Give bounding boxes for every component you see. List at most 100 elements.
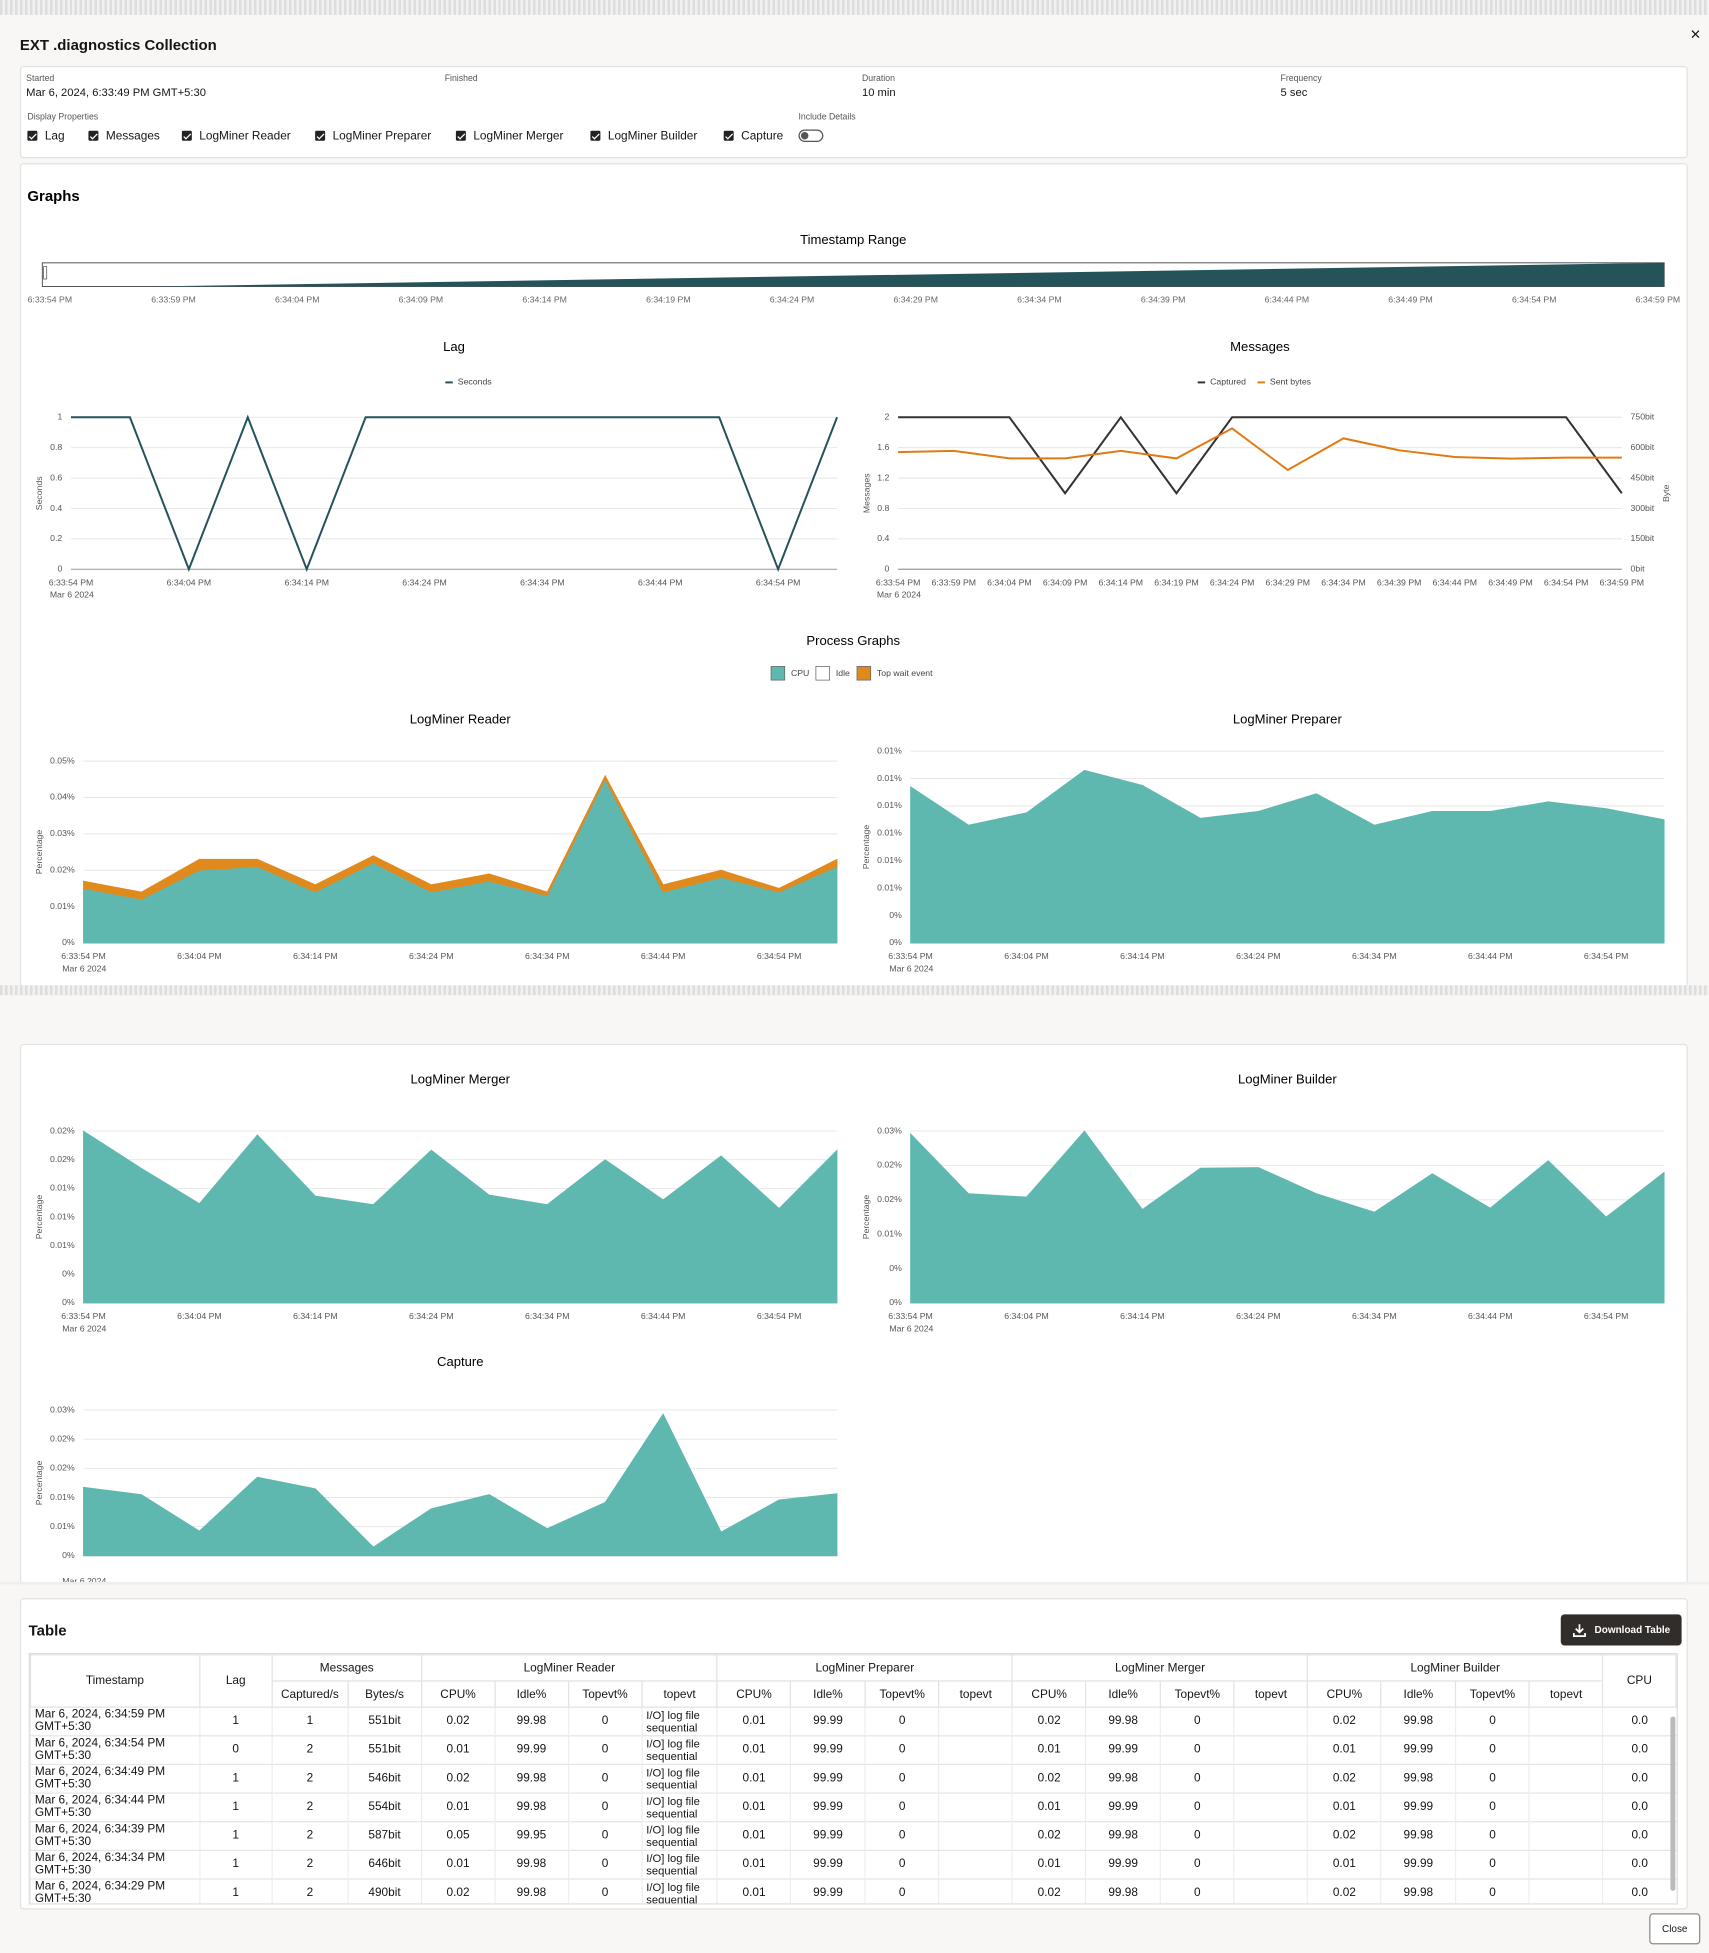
x-tick-label: 6:34:24 PM bbox=[409, 1311, 454, 1321]
download-button[interactable]: Download Table bbox=[1560, 1614, 1682, 1646]
scrollbar[interactable] bbox=[1670, 1716, 1676, 1891]
group-header: LogMiner Preparer bbox=[716, 1654, 1014, 1682]
y-tick-label: 1 bbox=[57, 412, 62, 422]
x-tick-label: 6:34:49 PM bbox=[1488, 577, 1533, 587]
checkbox-label: Lag bbox=[44, 129, 65, 144]
cell bbox=[1528, 1879, 1603, 1904]
x-tick-label: 6:34:04 PM bbox=[177, 1311, 222, 1321]
cell: 99.98 bbox=[494, 1707, 569, 1737]
cell: 1 bbox=[198, 1850, 273, 1880]
x-tick-label: 6:34:54 PM bbox=[1584, 951, 1629, 961]
close-button[interactable]: Close bbox=[1649, 1913, 1701, 1945]
cell: 554bit bbox=[347, 1793, 422, 1823]
y-tick-label: 0.02% bbox=[50, 1125, 75, 1135]
cell: 0 bbox=[567, 1850, 642, 1880]
cell: 99.99 bbox=[494, 1735, 569, 1766]
cell: 0.01 bbox=[420, 1793, 495, 1823]
y-tick-label: 0.01% bbox=[877, 855, 902, 865]
cell: 99.99 bbox=[790, 1764, 866, 1794]
cell: 646bit bbox=[347, 1850, 422, 1880]
cell bbox=[1233, 1764, 1308, 1794]
include-details-toggle[interactable] bbox=[798, 129, 824, 143]
cell: 0.02 bbox=[1306, 1821, 1382, 1852]
column-header: Lag bbox=[198, 1654, 273, 1708]
cell: 0 bbox=[1159, 1793, 1235, 1823]
cell: 99.99 bbox=[1380, 1793, 1456, 1823]
cell bbox=[938, 1764, 1013, 1794]
checkbox-label: LogMiner Preparer bbox=[332, 129, 432, 144]
y-axis-label: Percentage bbox=[34, 1461, 44, 1506]
range-handle[interactable] bbox=[43, 266, 48, 280]
legend-label: Seconds bbox=[458, 377, 493, 387]
cell: 0 bbox=[1454, 1793, 1530, 1823]
cell: 0.02 bbox=[1011, 1879, 1086, 1904]
info-panel bbox=[19, 66, 1688, 159]
checkbox[interactable]: LogMiner Reader bbox=[181, 130, 291, 143]
cell: 0.01 bbox=[1011, 1793, 1086, 1823]
x-tick-label: 6:34:54 PM bbox=[756, 577, 801, 587]
range-tick-label: 6:34:39 PM bbox=[1141, 294, 1186, 304]
y-tick-label: 0.01% bbox=[877, 773, 902, 783]
checkbox[interactable]: Capture bbox=[723, 130, 783, 143]
checkbox[interactable]: Lag bbox=[27, 129, 65, 144]
x-tick-label: 6:34:04 PM bbox=[987, 577, 1032, 587]
cell: 99.98 bbox=[1085, 1764, 1161, 1794]
cell: 99.98 bbox=[1380, 1821, 1456, 1852]
cell: 99.99 bbox=[1380, 1850, 1456, 1880]
x-tick-label: 6:34:24 PM bbox=[1236, 951, 1281, 961]
cell bbox=[1233, 1850, 1308, 1880]
x-tick-label: 6:34:44 PM bbox=[638, 577, 683, 587]
column-header: topevt bbox=[641, 1680, 718, 1708]
cell bbox=[1528, 1793, 1603, 1823]
line-series bbox=[898, 427, 1622, 472]
cell: 2 bbox=[271, 1764, 348, 1794]
column-header: CPU% bbox=[1306, 1680, 1382, 1708]
cell: 0.02 bbox=[1011, 1821, 1086, 1852]
chart-title: LogMiner Builder bbox=[1238, 1071, 1337, 1086]
area-series bbox=[83, 1130, 838, 1304]
x-tick-label: 6:34:14 PM bbox=[1099, 577, 1144, 587]
y-tick-label: 0.01% bbox=[50, 901, 75, 911]
checkbox[interactable]: LogMiner Preparer bbox=[315, 129, 432, 144]
y-tick-label: 0.04% bbox=[50, 792, 75, 802]
cell: 0.01 bbox=[1011, 1735, 1086, 1766]
x-date-label: Mar 6 2024 bbox=[62, 1576, 106, 1582]
cell: 2 bbox=[271, 1879, 348, 1904]
cell: 2 bbox=[271, 1821, 348, 1852]
dialog-title: EXT .diagnostics Collection bbox=[19, 36, 217, 54]
range-tick-label: 6:34:14 PM bbox=[522, 294, 567, 304]
scroll-seam bbox=[0, 985, 1709, 996]
cell bbox=[1528, 1707, 1603, 1737]
x-tick-label: 6:34:24 PM bbox=[1236, 1311, 1281, 1321]
y-tick-label: 0.05% bbox=[50, 755, 75, 765]
checkbox[interactable]: Messages bbox=[88, 130, 160, 143]
checkbox[interactable]: LogMiner Builder bbox=[590, 130, 697, 143]
checkbox-box bbox=[27, 130, 38, 141]
x-tick-label: 6:34:54 PM bbox=[757, 1311, 802, 1321]
x-tick-label: 6:33:54 PM bbox=[876, 577, 921, 587]
legend-label: Captured bbox=[1210, 377, 1246, 387]
y-tick-label: 0.01% bbox=[877, 1228, 902, 1238]
cell: 0 bbox=[864, 1850, 940, 1880]
table-row: Mar 6, 2024, 6:34:34 PM GMT+5:30 1 2 646bit… bbox=[29, 1850, 1676, 1880]
group-header: Messages bbox=[271, 1654, 422, 1682]
cell: Mar 6, 2024, 6:34:54 PM GMT+5:30 bbox=[29, 1735, 200, 1766]
cell: Mar 6, 2024, 6:34:39 PM GMT+5:30 bbox=[29, 1821, 200, 1852]
y-tick-label: 0bit bbox=[1631, 564, 1646, 574]
y-tick-label: 0.8 bbox=[50, 442, 62, 452]
close-icon[interactable]: × bbox=[1690, 23, 1701, 44]
cell: 0 bbox=[1454, 1850, 1530, 1880]
y-tick-label: 0.8 bbox=[877, 503, 889, 513]
column-header: Topevt% bbox=[567, 1680, 643, 1708]
cell: 99.98 bbox=[494, 1793, 569, 1823]
range-tick-label: 6:34:04 PM bbox=[275, 294, 320, 304]
cell: 99.99 bbox=[790, 1821, 866, 1852]
cell: 0.0 bbox=[1602, 1850, 1676, 1880]
table-head: Timestamp Lag Messages LogMiner Reader LogMi… bbox=[29, 1654, 1677, 1708]
checkbox[interactable]: LogMiner Merger bbox=[455, 130, 563, 143]
cell: 99.98 bbox=[1380, 1879, 1456, 1904]
checkbox-box bbox=[723, 130, 734, 141]
cell bbox=[1233, 1879, 1308, 1904]
range-tick-label: 6:34:29 PM bbox=[893, 294, 938, 304]
column-header: CPU% bbox=[420, 1680, 496, 1708]
